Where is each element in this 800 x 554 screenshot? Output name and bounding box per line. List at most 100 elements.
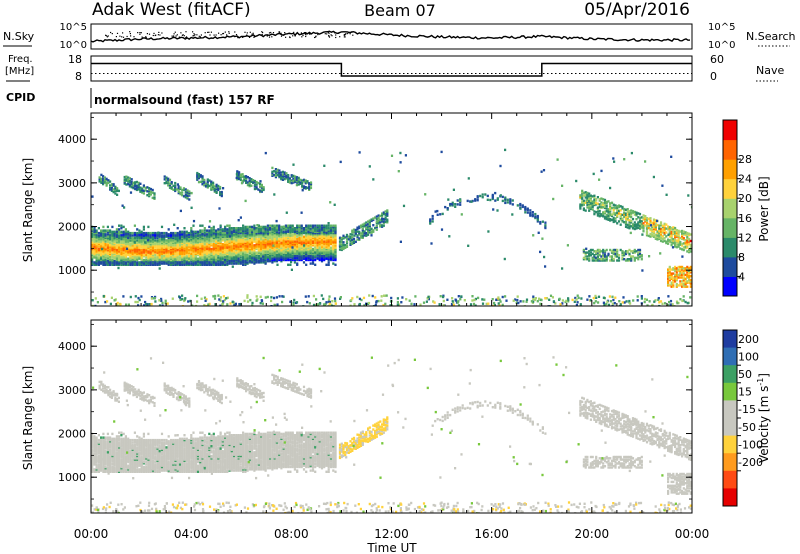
echo-cell — [686, 268, 689, 271]
echo-cell — [679, 240, 682, 244]
echo-cell — [605, 213, 608, 217]
echo-cell — [139, 190, 142, 193]
echo-cell — [370, 227, 373, 230]
echo-cell — [674, 269, 677, 273]
echo-cell — [365, 221, 368, 224]
echo-cell — [351, 233, 354, 236]
echo-cell — [239, 252, 242, 255]
echo-cell — [582, 248, 585, 252]
echo-cell — [100, 261, 103, 264]
echo-cell — [544, 224, 547, 227]
echo-cell — [638, 212, 642, 216]
echo-cell — [624, 208, 628, 211]
echo-cell — [226, 262, 229, 265]
echo-cell — [122, 257, 125, 260]
echo-cell — [233, 262, 236, 265]
echo-cell — [120, 242, 123, 246]
echo-cell — [122, 238, 125, 241]
echo-cell — [257, 247, 260, 251]
echo-cell — [192, 252, 195, 255]
echo-cell — [630, 215, 633, 219]
echo-cell — [183, 242, 186, 246]
echo-cell — [291, 233, 294, 236]
echo-cell — [253, 185, 256, 188]
echo-cell — [295, 181, 298, 184]
echo-cell — [614, 204, 617, 207]
echo-cell — [224, 242, 227, 246]
echo-cell — [658, 236, 661, 239]
echo-cell — [677, 276, 680, 279]
echo-cell — [647, 222, 650, 226]
echo-cell — [205, 230, 209, 233]
echo-cell — [668, 284, 671, 287]
echo-cell — [226, 241, 229, 244]
echo-cell — [298, 230, 301, 233]
echo-cell — [332, 230, 335, 233]
echo-cell — [257, 181, 260, 185]
echo-cell — [127, 238, 130, 241]
nsearch-point — [249, 31, 251, 33]
echo-cell — [255, 261, 258, 264]
echo-cell — [210, 184, 213, 187]
echo-cell — [645, 230, 649, 233]
echo-cell — [327, 257, 330, 260]
echo-cell — [255, 230, 258, 233]
echo-cell — [316, 252, 319, 255]
echo-cell — [291, 224, 294, 227]
echo-cell — [201, 229, 204, 232]
echo-cell — [95, 244, 98, 247]
echo-cell — [248, 225, 251, 229]
echo-cell — [316, 230, 319, 233]
echo-cell — [506, 201, 509, 204]
echo-cell — [118, 224, 121, 227]
echo-cell — [235, 253, 238, 257]
echo-cell — [120, 261, 123, 264]
echo-cell — [257, 261, 260, 264]
echo-cell — [309, 258, 312, 262]
echo-cell — [296, 231, 299, 235]
nsky-line — [90, 30, 691, 43]
echo-cell — [519, 300, 522, 303]
echo-cell — [194, 257, 197, 260]
echo-cell — [280, 177, 283, 181]
echo-cell — [91, 253, 94, 257]
echo-cell — [586, 197, 589, 200]
echo-cell — [382, 217, 385, 221]
echo-cell — [654, 237, 657, 240]
echo-cell — [133, 257, 136, 260]
echo-cell — [217, 242, 220, 246]
echo-cell — [616, 212, 619, 216]
echo-cell — [609, 300, 613, 303]
echo-cell — [124, 253, 127, 257]
echo-cell — [233, 250, 236, 253]
echo-cell — [131, 258, 134, 262]
echo-cell — [522, 300, 525, 303]
echo-cell — [113, 233, 116, 236]
echo-cell — [196, 258, 200, 262]
echo-cell — [262, 257, 265, 260]
echo-cell — [122, 225, 125, 229]
echo-cell — [199, 260, 202, 263]
echo-cell — [182, 188, 186, 191]
echo-cell — [248, 257, 251, 260]
echo-cell — [185, 261, 188, 264]
echo-cell — [138, 252, 141, 255]
echo-cell — [215, 230, 218, 233]
echo-cell — [110, 296, 113, 299]
echo-cell — [280, 245, 283, 248]
echo-cell — [278, 258, 281, 262]
echo-cell — [689, 278, 692, 282]
echo-cell — [138, 241, 141, 244]
echo-cell — [307, 257, 310, 260]
echo-cell — [184, 190, 187, 194]
echo-cell — [208, 244, 211, 247]
nsearch-point — [198, 35, 200, 37]
echo-cell — [236, 178, 239, 181]
echo-cell — [289, 233, 292, 236]
echo-cell — [125, 303, 128, 306]
echo-cell — [616, 209, 619, 212]
echo-cell — [168, 182, 172, 185]
echo-cell — [236, 171, 239, 174]
echo-cell — [178, 233, 182, 236]
echo-cell — [136, 239, 139, 242]
